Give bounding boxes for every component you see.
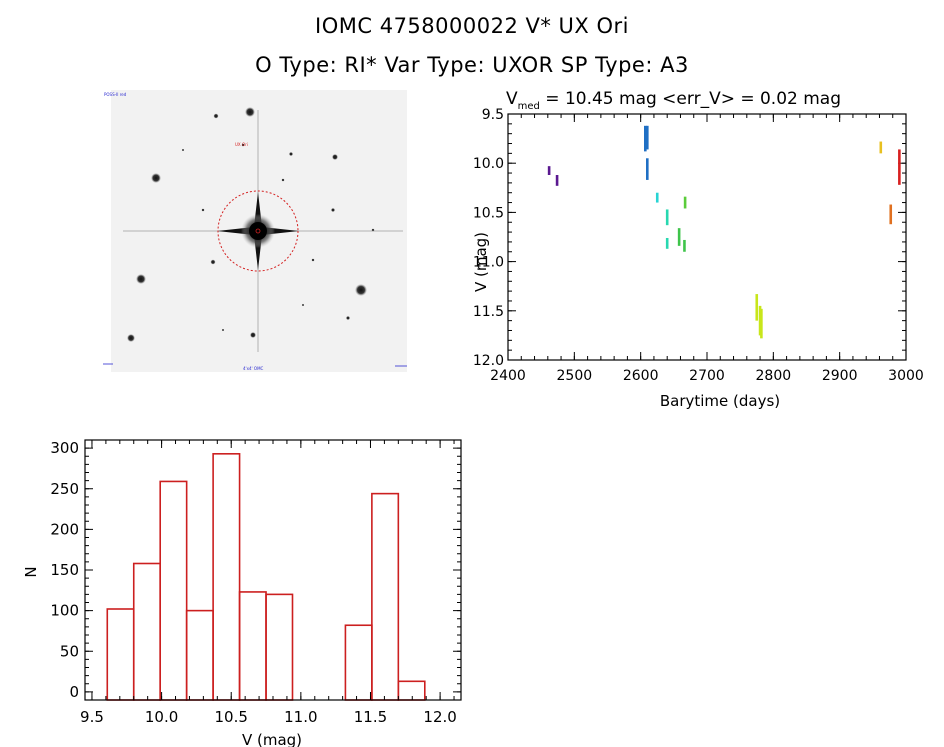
x-tick-label: 11.0 [284,708,317,726]
field-star [311,258,315,262]
y-tick-label: 0 [69,683,79,701]
sky-thumbnail: POSS-II red UX Ori 4'x4' OMC [103,90,407,372]
histogram-bar [397,680,426,701]
y-tick-label: 150 [50,561,79,579]
light-curve-points [547,125,901,339]
histogram-bars [106,453,426,701]
y-tick-label: 11.5 [473,304,504,320]
x-tick-label: 12.0 [423,708,456,726]
light-curve-ylabel: V (mag) [472,232,490,292]
field-star [151,173,161,183]
field-star [281,178,285,182]
field-star [346,316,350,320]
field-star [250,332,256,338]
thumbnail-target-label: UX Ori [235,142,248,147]
histogram-bar [159,480,188,701]
histogram-bar [106,608,135,701]
x-tick-label: 11.5 [354,708,387,726]
y-tick-label: 250 [50,480,79,498]
light-curve-axes: 2400 2500 2600 2700 2800 2900 3000 9.5 10.0 10.5 1… [473,107,924,384]
y-tick-label: 11.0 [473,255,504,271]
y-tick-label: 300 [50,439,79,457]
field-star [136,274,146,284]
light-curve-frame [507,113,907,361]
x-tick-label: 10.0 [145,708,178,726]
y-tick-label: 100 [50,602,79,620]
thumbnail-field-label: 4'x4' OMC [243,366,264,371]
histogram-ylabel: N [22,566,40,577]
histogram-bar [212,453,241,701]
histogram-bar [238,591,267,701]
field-star [210,259,216,265]
y-tick-label: 200 [50,520,79,538]
field-star [221,328,225,332]
x-tick-label: 2900 [822,368,858,384]
field-star [301,303,305,307]
histogram-bar [265,593,294,701]
y-tick-label: 10.0 [473,156,504,172]
thumbnail-survey-label: POSS-II red [104,92,127,97]
y-tick-label: 9.5 [482,107,504,123]
histogram-xlabel: V (mag) [242,731,302,747]
x-tick-label: 2600 [623,368,659,384]
x-tick-label: 2500 [557,368,593,384]
field-star [355,284,367,296]
field-star [241,143,245,147]
histogram-bar [371,492,400,701]
x-tick-label: 3000 [888,368,924,384]
field-star [289,152,293,156]
x-tick-label: 9.5 [80,708,104,726]
x-tick-label: 2800 [756,368,792,384]
x-tick-label: 2700 [689,368,725,384]
y-tick-label: 10.5 [473,205,504,221]
field-star [331,208,335,212]
x-tick-label: 2400 [490,368,526,384]
field-star [213,113,219,119]
target-star [123,110,403,352]
background-stars [127,107,375,342]
field-star [181,148,185,152]
light-curve-xlabel: Barytime (days) [660,392,780,410]
histogram-bar [344,624,373,701]
y-tick-label: 50 [60,642,79,660]
y-tick-label: 12.0 [473,353,504,369]
magnitude-histogram: 9.5 10.0 10.5 11.0 11.5 12.0 0 50 100 150 200 250 30… [22,439,462,747]
histogram-bar [185,609,214,701]
field-star [332,154,338,160]
field-star [127,334,135,342]
aperture-circle [217,190,299,272]
histogram-bar [132,562,161,701]
x-tick-label: 10.5 [215,708,248,726]
chart-title-object: IOMC 4758000022 V* UX Ori [315,14,629,38]
histogram-axes: 9.5 10.0 10.5 11.0 11.5 12.0 0 50 100 150 200 250 30… [50,439,462,726]
light-curve-chart: Vmed = 10.45 mag <err_V> = 0.02 mag 2400… [472,89,924,410]
field-star [201,208,205,212]
target-marker [255,228,261,234]
light-curve-title: Vmed = 10.45 mag <err_V> = 0.02 mag [506,89,841,112]
chart-title-types: O Type: RI* Var Type: UXOR SP Type: A3 [255,53,689,77]
histogram-frame [84,439,462,701]
field-star [245,107,255,117]
